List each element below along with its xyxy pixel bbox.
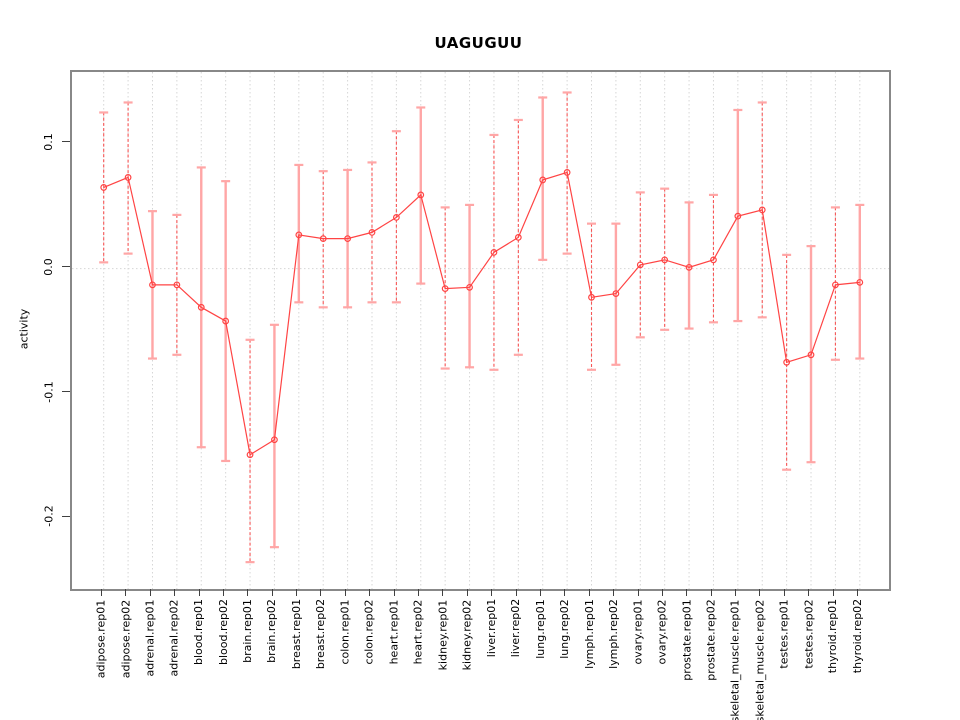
x-tick-label: skeletal_muscle.rep01 bbox=[728, 599, 742, 720]
data-point-marker bbox=[149, 281, 156, 289]
y-axis-title: activity bbox=[16, 308, 30, 349]
data-point-marker bbox=[612, 290, 620, 297]
series-line bbox=[103, 171, 860, 456]
x-tick-label: kidney.rep02 bbox=[460, 599, 474, 670]
y-tick bbox=[62, 390, 70, 392]
data-point-marker bbox=[783, 358, 791, 366]
y-tick-label: -0.1 bbox=[42, 380, 56, 403]
x-tick-label: prostate.rep01 bbox=[680, 598, 694, 681]
x-tick-label: thyroid.rep01 bbox=[826, 598, 840, 674]
data-point-marker bbox=[758, 206, 766, 214]
data-point-marker bbox=[490, 248, 498, 256]
x-tick-label: lymph.rep02 bbox=[606, 599, 620, 669]
data-point-marker bbox=[807, 351, 815, 359]
data-point-marker bbox=[856, 278, 864, 286]
data-point-marker bbox=[563, 169, 571, 176]
data-point-marker bbox=[661, 256, 669, 264]
data-point-marker bbox=[392, 213, 400, 221]
data-point-marker bbox=[832, 281, 839, 289]
data-point-marker bbox=[734, 212, 742, 220]
data-point-marker bbox=[588, 293, 595, 301]
data-point-marker bbox=[368, 228, 376, 236]
data-point-marker bbox=[344, 235, 352, 243]
x-tick-label: lung.rep01 bbox=[533, 599, 547, 659]
data-point-marker bbox=[222, 317, 230, 325]
data-point-marker bbox=[100, 184, 108, 191]
x-tick-label: heart.rep02 bbox=[411, 599, 425, 664]
x-tick-label: blood.rep02 bbox=[216, 598, 230, 666]
data-point-marker bbox=[271, 436, 278, 444]
data-point-marker bbox=[514, 233, 522, 241]
data-point-marker bbox=[685, 263, 693, 271]
x-tick-label: testes.rep01 bbox=[777, 598, 791, 669]
data-point-marker bbox=[636, 261, 644, 269]
y-tick-label: 0.0 bbox=[41, 257, 55, 276]
chart-svg bbox=[72, 72, 889, 589]
chart-title: UAGUGUU bbox=[434, 34, 523, 52]
x-tick-label: lymph.rep01 bbox=[582, 599, 596, 669]
plot-area bbox=[70, 70, 891, 591]
x-tick-label: heart.rep01 bbox=[387, 599, 401, 664]
y-tick-label: -0.2 bbox=[42, 505, 56, 528]
data-point-marker bbox=[295, 231, 303, 239]
y-tick-label: 0.1 bbox=[41, 132, 55, 151]
data-point-marker bbox=[466, 283, 473, 291]
data-point-marker bbox=[197, 303, 205, 311]
x-tick-label: brain.rep01 bbox=[240, 599, 254, 663]
y-tick bbox=[62, 140, 70, 142]
x-tick-label: adrenal.rep01 bbox=[143, 598, 157, 677]
x-tick-label: prostate.rep02 bbox=[704, 598, 718, 681]
x-tick-label: kidney.rep01 bbox=[435, 599, 449, 670]
x-tick-label: ovary.rep02 bbox=[655, 599, 669, 664]
x-tick-label: blood.rep01 bbox=[192, 598, 206, 666]
x-tick-label: breast.rep01 bbox=[289, 598, 303, 670]
data-point-marker bbox=[319, 235, 327, 243]
x-tick-label: brain.rep02 bbox=[265, 599, 279, 663]
x-tick-label: adipose.rep01 bbox=[94, 599, 108, 678]
y-tick bbox=[62, 515, 70, 517]
data-point-marker bbox=[710, 256, 717, 264]
data-point-marker bbox=[417, 191, 425, 199]
data-point-marker bbox=[124, 174, 132, 181]
x-tick-label: colon.rep01 bbox=[338, 598, 352, 665]
data-point-marker bbox=[246, 451, 254, 459]
x-tick-label: adipose.rep02 bbox=[118, 599, 132, 678]
x-tick-label: ovary.rep01 bbox=[631, 599, 645, 664]
x-tick-label: skeletal_muscle.rep02 bbox=[753, 599, 767, 720]
x-tick-label: colon.rep02 bbox=[363, 598, 377, 665]
x-tick-label: breast.rep02 bbox=[314, 598, 328, 670]
x-tick-label: lung.rep02 bbox=[557, 599, 571, 659]
x-tick-label: liver.rep02 bbox=[509, 598, 523, 658]
x-tick-label: liver.rep01 bbox=[485, 598, 499, 658]
x-tick-label: thyroid.rep02 bbox=[850, 598, 864, 674]
data-point-marker bbox=[441, 285, 449, 292]
y-tick bbox=[62, 265, 70, 267]
x-tick-label: testes.rep02 bbox=[802, 598, 816, 669]
data-point-marker bbox=[173, 281, 181, 289]
data-point-marker bbox=[539, 176, 547, 184]
x-tick-label: adrenal.rep02 bbox=[167, 598, 181, 677]
